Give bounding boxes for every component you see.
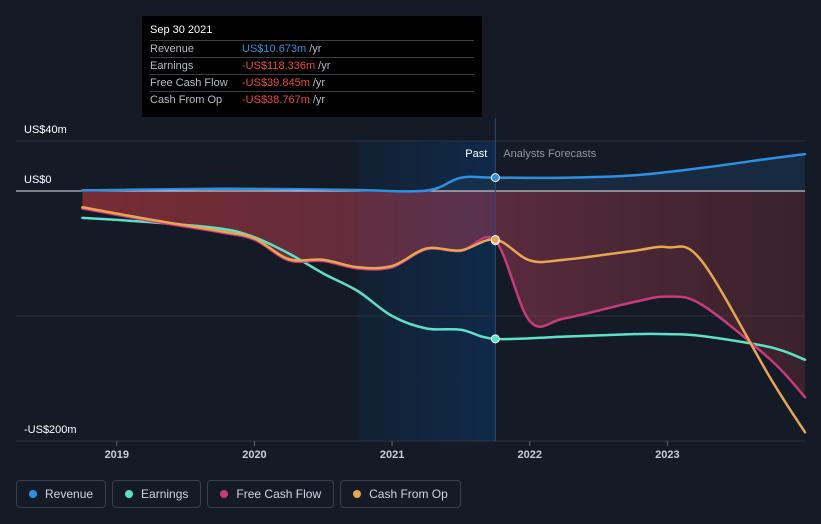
tooltip-row-free-cash-flow: Free Cash Flow -US$39.845m /yr [150, 74, 474, 91]
x-tick-label: 2019 [105, 449, 129, 461]
tooltip-value: -US$118.336m [242, 60, 316, 72]
free-cash-flow-dot-icon [220, 490, 229, 498]
today-marker-revenue [490, 173, 500, 183]
today-marker-cash-from-op [490, 235, 500, 244]
series-line-cash-from-op [81, 206, 807, 434]
tooltip-unit: /yr [312, 77, 326, 89]
revenue-dot-icon [29, 490, 37, 498]
today-marker-earnings [490, 334, 500, 344]
tooltip-label: Revenue [150, 43, 195, 55]
series-line-revenue [81, 152, 807, 193]
chart-legend: Revenue Earnings Free Cash Flow Cash Fro… [16, 480, 461, 508]
legend-label: Free Cash Flow [236, 487, 322, 501]
legend-label: Cash From Op [369, 487, 448, 501]
past-label: Past [465, 148, 487, 160]
revenue-area-fill [82, 154, 806, 192]
legend-item-cash-from-op[interactable]: Cash From Op [340, 480, 461, 508]
series-line-earnings [81, 216, 807, 361]
tooltip-unit: /yr [318, 60, 331, 72]
x-tick-label: 2022 [517, 449, 541, 461]
tooltip-row-cash-from-op: Cash From Op -US$38.767m /yr [150, 91, 474, 108]
tooltip-label: Cash From Op [150, 94, 223, 106]
legend-label: Earnings [141, 487, 189, 501]
legend-label: Revenue [45, 487, 94, 501]
tooltip-unit: /yr [312, 94, 326, 106]
tooltip-row-earnings: Earnings -US$118.336m /yr [150, 57, 474, 74]
legend-item-earnings[interactable]: Earnings [112, 480, 202, 508]
y-tick-label: -US$200m [24, 424, 77, 436]
y-tick-label: US$40m [24, 124, 67, 136]
earnings-dot-icon [125, 490, 134, 498]
data-tooltip: Sep 30 2021 Revenue US$10.673m /yr Earni… [142, 16, 482, 117]
forecast-label: Analysts Forecasts [503, 148, 596, 160]
legend-item-revenue[interactable]: Revenue [16, 480, 107, 508]
tooltip-value: -US$39.845m [242, 77, 310, 89]
tooltip-label: Earnings [150, 60, 194, 72]
tooltip-label: Free Cash Flow [150, 77, 228, 89]
tooltip-date: Sep 30 2021 [150, 24, 213, 36]
tooltip-value: -US$38.767m [242, 94, 310, 106]
legend-item-free-cash-flow[interactable]: Free Cash Flow [207, 480, 335, 508]
x-tick-label: 2023 [655, 449, 679, 461]
tooltip-value: US$10.673m [242, 43, 307, 55]
tooltip-unit: /yr [309, 43, 322, 55]
tooltip-row-revenue: Revenue US$10.673m /yr [150, 40, 474, 57]
x-tick-label: 2021 [380, 449, 404, 461]
x-tick-label: 2020 [242, 449, 266, 461]
y-tick-label: US$0 [24, 174, 52, 186]
cash-from-op-dot-icon [353, 490, 362, 498]
